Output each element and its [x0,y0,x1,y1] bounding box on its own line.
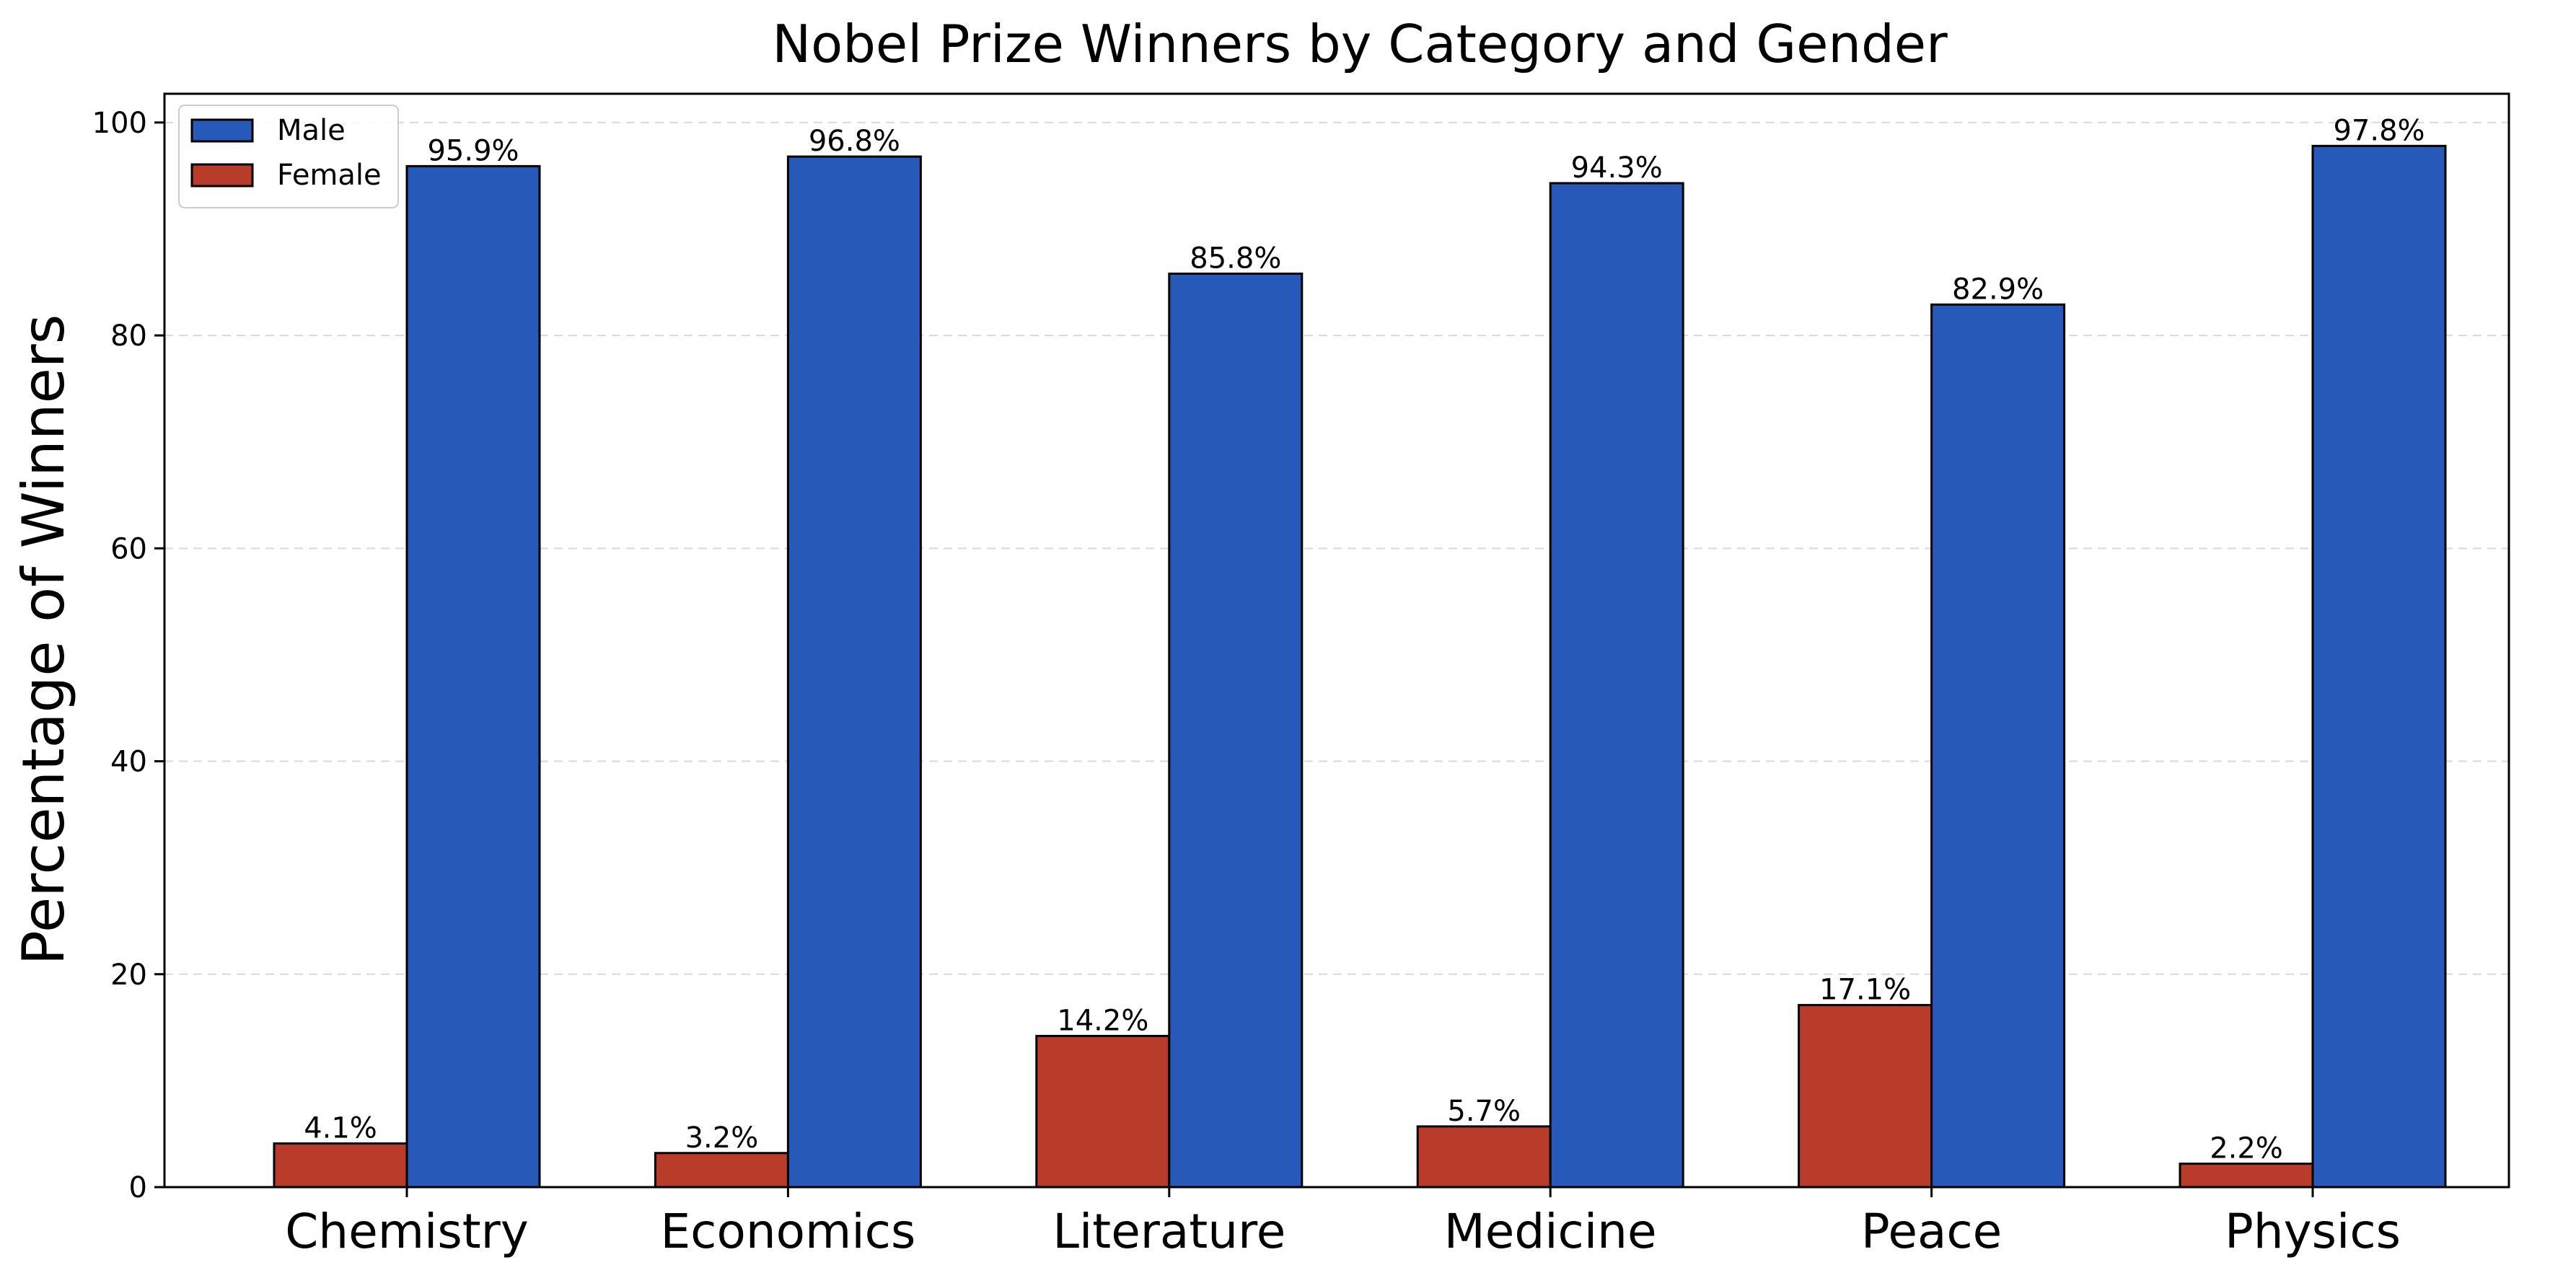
y-tick-label: 0 [129,1171,147,1204]
male-bar-chemistry [405,164,541,1189]
y-tick-label: 100 [92,107,147,140]
y-tick-label: 60 [110,532,147,565]
male-data-label: 94.3% [1571,151,1663,185]
y-tick-label: 40 [110,746,147,779]
chart-title: Nobel Prize Winners by Category and Gend… [772,14,1948,74]
legend-swatch-female [190,163,254,188]
x-tick-label: Physics [2225,1204,2401,1259]
female-data-label: 3.2% [685,1121,759,1155]
female-bar-peace [1798,1004,1933,1189]
axes: 0 20 40 60 80 100 Chemistry Economics Literature… [92,92,2510,1259]
male-bar-literature [1168,272,1304,1189]
bars [273,144,2447,1189]
male-data-label: 85.8% [1190,242,1281,275]
legend-swatch-male [190,118,254,143]
legend: Male Female [178,105,399,208]
male-data-label: 95.9% [427,134,519,167]
male-bar-peace [1930,303,2066,1189]
legend-label-male: Male [277,114,346,147]
x-tick-label: Chemistry [285,1204,529,1259]
x-tick-label: Medicine [1444,1204,1657,1259]
female-data-label: 5.7% [1447,1095,1521,1128]
female-data-label: 17.1% [1819,974,1911,1007]
female-bar-physics [2179,1163,2314,1189]
female-bar-economics [654,1152,789,1189]
female-data-label: 2.2% [2210,1132,2283,1165]
female-bar-literature [1035,1034,1171,1189]
legend-label-female: Female [277,159,382,192]
grid [164,121,2509,975]
female-data-label: 4.1% [304,1111,377,1145]
female-bar-chemistry [273,1142,408,1189]
x-tick-label: Economics [660,1204,915,1259]
x-tick-label: Peace [1861,1204,2002,1259]
female-bar-medicine [1416,1125,1552,1189]
male-data-label: 82.9% [1952,273,2044,306]
male-bar-medicine [1549,182,1684,1189]
male-data-label: 97.8% [2333,114,2425,147]
male-bar-physics [2311,144,2447,1189]
plot-frame [163,92,2510,1189]
male-bar-economics [786,155,922,1189]
data-labels: 4.1% 95.9% 3.2% 96.8% 14.2% 85.8% 5.7% 94.3% 17.… [304,114,2425,1165]
female-data-label: 14.2% [1057,1004,1148,1037]
male-data-label: 96.8% [809,125,900,158]
x-tick-label: Literature [1052,1204,1285,1259]
y-axis-label: Percentage of Winners [10,314,77,966]
y-tick-label: 20 [110,958,147,992]
y-tick-label: 80 [110,320,147,353]
